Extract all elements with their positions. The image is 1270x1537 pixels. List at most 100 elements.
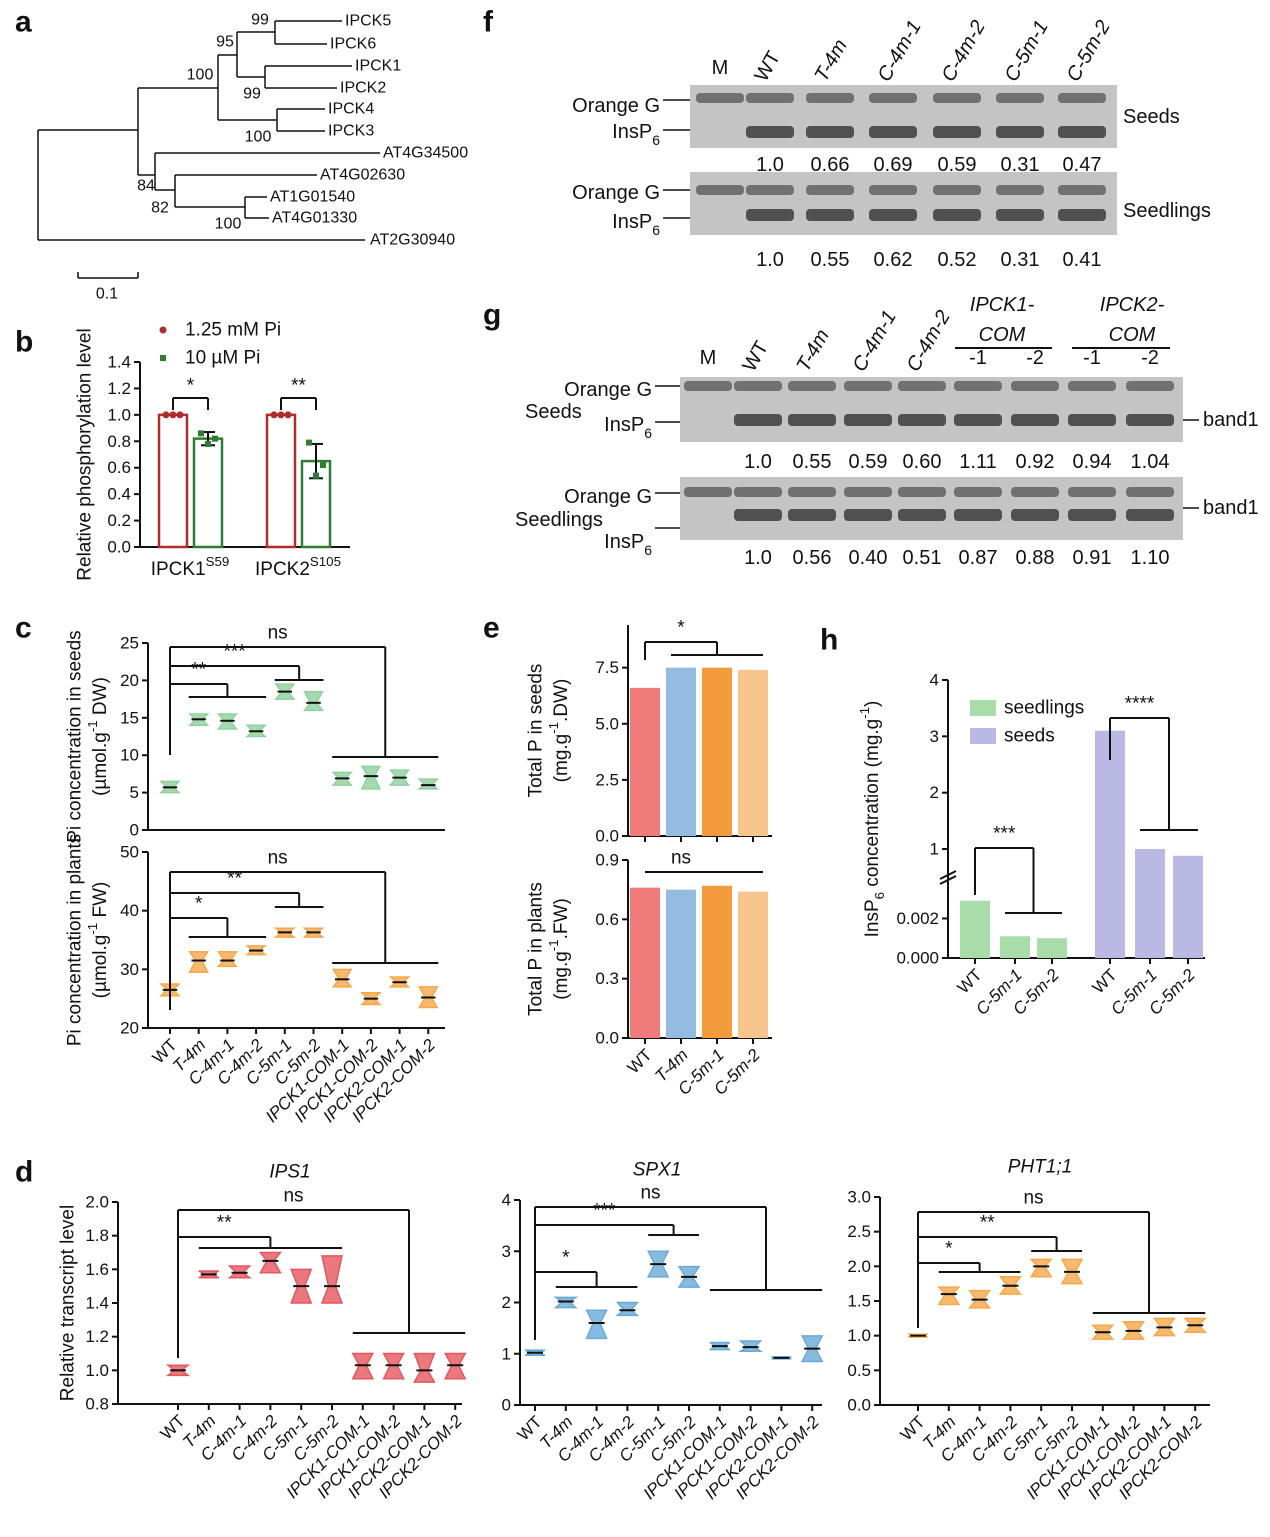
leaf-label: IPCK2 — [340, 80, 386, 97]
lane-value: 0.59 — [938, 154, 977, 176]
gel-band — [1058, 126, 1106, 138]
gel-band — [996, 185, 1044, 195]
violin — [1029, 1258, 1053, 1278]
lane-value: 0.87 — [959, 547, 998, 569]
y-tick-label: 1.0 — [847, 1326, 871, 1345]
gel-band — [869, 209, 917, 221]
lane-label: -1 — [1083, 347, 1101, 369]
band-label: band1 — [1203, 497, 1259, 519]
bar — [1037, 938, 1067, 958]
panel-label: d — [15, 1156, 33, 1189]
gel-band — [1058, 185, 1106, 195]
group-label: IPCK2- — [1100, 294, 1165, 316]
bar — [738, 891, 768, 1038]
leaf-label: AT4G34500 — [383, 145, 468, 162]
bar — [702, 885, 732, 1038]
y-tick-label: 20 — [120, 671, 139, 690]
significance: ** — [980, 1213, 995, 1234]
y-axis-label-part: concentration (mg.g — [862, 719, 883, 892]
y-axis-label: Relative transcript level — [58, 1205, 79, 1401]
bar — [738, 669, 768, 836]
lane-label: C-4m-2 — [937, 17, 989, 86]
gel-band — [954, 509, 1002, 521]
y-tick-label: 3 — [930, 727, 939, 746]
gel-band — [746, 126, 794, 138]
y-tick-label: 20 — [120, 1019, 139, 1038]
bar — [1000, 936, 1030, 958]
y-tick-label: 1.0 — [85, 1361, 109, 1380]
data-point — [212, 435, 218, 442]
leaf-label: IPCK5 — [345, 13, 391, 30]
data-point — [169, 411, 177, 419]
y-tick-label: 1.2 — [85, 1327, 109, 1346]
group-label: COM — [1109, 324, 1156, 346]
lane-label: M — [700, 347, 717, 369]
marker-label-part: InsP — [612, 121, 652, 143]
row-label: Seeds — [525, 401, 582, 423]
data-point — [176, 411, 184, 419]
panel-label: h — [820, 624, 838, 657]
legend-marker — [160, 355, 166, 361]
y-tick-label: 2 — [502, 1293, 511, 1312]
gel-band — [734, 414, 782, 426]
legend-marker — [159, 326, 167, 334]
y-axis-unit-part: (mg.g — [551, 734, 572, 783]
bootstrap: 82 — [151, 200, 169, 217]
y-tick-label: 1 — [930, 840, 939, 859]
band-label: band1 — [1203, 409, 1259, 431]
leaf-label: AT4G01330 — [272, 210, 357, 227]
bar — [1173, 855, 1203, 880]
marker-label: Orange G — [564, 486, 652, 508]
lane-label: C-4m-2 — [902, 307, 954, 376]
y-axis-label-sup: -1 — [857, 707, 872, 719]
chart-title: SPX1 — [633, 1160, 682, 1181]
gel-band — [844, 487, 892, 497]
marker-label-sub: 6 — [644, 425, 652, 441]
significance: ** — [191, 660, 206, 681]
significance: ** — [217, 1213, 232, 1234]
chart-title: PHT1;1 — [1008, 1157, 1072, 1178]
y-tick-label: 0.4 — [107, 485, 131, 504]
y-axis-unit: (µmol.g-1 DW) — [85, 677, 111, 796]
y-axis-unit-part: (mg.g — [551, 951, 572, 1000]
bootstrap: 95 — [216, 34, 234, 51]
bar — [1135, 849, 1165, 880]
y-tick-label: 0 — [130, 821, 139, 840]
significance: * — [195, 894, 203, 915]
y-tick-label: 15 — [120, 708, 139, 727]
legend-label: 10 µM Pi — [185, 348, 260, 369]
bootstrap: 84 — [137, 178, 155, 195]
y-tick-label: 0.3 — [595, 969, 619, 988]
y-tick-label: 0.0 — [107, 538, 131, 557]
leaf-label: AT4G02630 — [320, 167, 405, 184]
axis-break — [939, 870, 957, 880]
y-axis-unit-sup: -1 — [85, 923, 100, 935]
y-tick-label: 2 — [930, 783, 939, 802]
x-tick-label: WT — [954, 965, 986, 997]
gel-band — [996, 93, 1044, 103]
legend-label: 1.25 mM Pi — [185, 320, 281, 341]
y-tick-label: 1.4 — [85, 1294, 109, 1313]
leaf-label: IPCK1 — [355, 58, 401, 75]
significance: **** — [1125, 694, 1155, 715]
violin — [258, 1251, 282, 1274]
marker-label: InsP6 — [604, 414, 652, 441]
significance: ns — [268, 623, 288, 644]
data-point — [313, 472, 319, 479]
group-label: IPCK1- — [970, 294, 1035, 316]
bootstrap: 100 — [245, 129, 272, 146]
violin — [937, 1286, 961, 1306]
axis-break — [939, 875, 957, 885]
lane-value: 1.04 — [1131, 451, 1170, 473]
gel-band — [1068, 414, 1116, 426]
bar — [192, 437, 224, 549]
x-tick-label: IPCK1S59 — [151, 554, 230, 580]
lane-label: WT — [738, 338, 773, 376]
y-axis-unit: (mg.g-1.DW) — [546, 679, 572, 783]
gel-band — [696, 185, 744, 195]
y-tick-label: 0.0 — [595, 827, 619, 846]
lane-value: 0.60 — [903, 451, 942, 473]
marker-label-sub: 6 — [652, 132, 660, 148]
significance: * — [187, 376, 195, 397]
lane-value: 1.0 — [756, 154, 784, 176]
